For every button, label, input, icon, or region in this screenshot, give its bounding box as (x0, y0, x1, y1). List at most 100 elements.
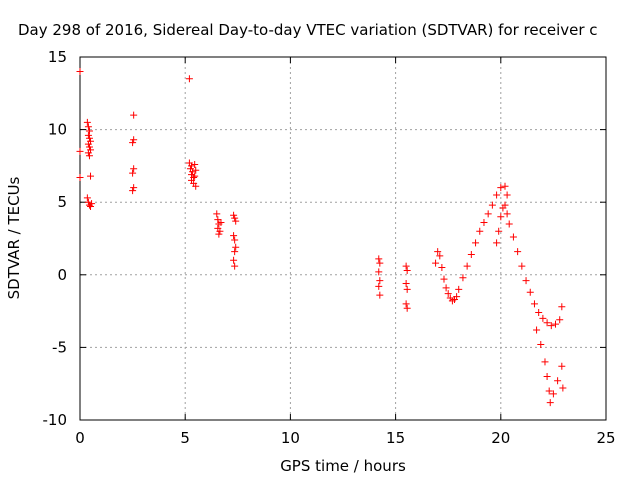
data-point (87, 203, 95, 211)
data-point (191, 172, 199, 180)
data-point (129, 169, 137, 177)
data-point (232, 243, 240, 251)
data-point (87, 172, 95, 180)
data-point (495, 227, 503, 235)
data-point (85, 134, 93, 142)
y-tick-label: -10 (43, 411, 68, 429)
x-tick-label: 25 (596, 429, 615, 447)
data-point (503, 191, 511, 199)
data-point (185, 75, 193, 83)
y-tick-label: 0 (57, 266, 67, 284)
data-point (232, 217, 240, 225)
y-tick-label: 15 (48, 48, 67, 66)
data-point (505, 220, 513, 228)
x-axis-label: GPS time / hours (280, 457, 406, 475)
data-point (403, 304, 411, 312)
y-tick-label: 5 (57, 193, 67, 211)
data-point (189, 168, 197, 176)
data-point (376, 277, 384, 285)
data-point (85, 143, 93, 151)
data-point (509, 233, 517, 241)
data-point (556, 316, 564, 324)
data-point (543, 372, 551, 380)
data-point (546, 399, 554, 407)
data-point (535, 309, 543, 317)
data-point (129, 187, 137, 195)
data-point (434, 248, 442, 256)
data-point (463, 262, 471, 270)
data-point (526, 288, 534, 296)
data-point (84, 140, 92, 148)
data-point (493, 239, 501, 247)
data-point (493, 191, 501, 199)
data-point (484, 210, 492, 218)
data-point (216, 227, 224, 235)
y-tick-label: -5 (52, 338, 67, 356)
data-point (375, 282, 383, 290)
data-point (467, 250, 475, 258)
data-point (440, 275, 448, 283)
x-tick-label: 5 (180, 429, 190, 447)
data-point (85, 152, 93, 160)
x-tick-label: 0 (75, 429, 85, 447)
data-point (559, 384, 567, 392)
plot-frame (79, 56, 607, 421)
y-axis-label: SDTVAR / TECUs (5, 176, 23, 299)
data-point (547, 322, 555, 330)
data-point (497, 213, 505, 221)
data-point (503, 210, 511, 218)
data-point (402, 262, 410, 270)
data-point (217, 219, 225, 227)
data-point (444, 290, 452, 298)
data-point (497, 184, 505, 192)
data-point (84, 149, 92, 157)
data-point (191, 160, 199, 168)
data-point (518, 262, 526, 270)
data-point (230, 232, 238, 240)
data-point (130, 136, 138, 144)
data-point (84, 198, 92, 206)
data-point (530, 300, 538, 308)
x-tick-label: 20 (491, 429, 510, 447)
data-point (480, 219, 488, 227)
data-point (130, 111, 138, 119)
data-point (558, 303, 566, 311)
data-point (545, 387, 553, 395)
data-point (537, 340, 545, 348)
data-point (83, 194, 91, 202)
data-point (501, 201, 509, 209)
data-point (192, 182, 200, 190)
data-point (76, 174, 84, 182)
y-tick-label: 10 (48, 121, 67, 139)
data-point (472, 239, 480, 247)
data-point (230, 211, 238, 219)
data-point (442, 284, 450, 292)
data-point (130, 165, 138, 173)
data-point (541, 358, 549, 366)
data-point (231, 214, 239, 222)
data-point (84, 131, 92, 139)
data-point (436, 252, 444, 260)
data-point (231, 262, 239, 270)
data-point (376, 291, 384, 299)
data-point (432, 259, 440, 267)
data-point (192, 166, 200, 174)
data-point (376, 259, 384, 267)
data-point (215, 230, 223, 238)
data-point (213, 210, 221, 218)
data-point (514, 248, 522, 256)
data-point (230, 256, 238, 264)
chart-title: Day 298 of 2016, Sidereal Day-to-day VTE… (18, 21, 598, 39)
data-point (214, 216, 222, 224)
data-point (558, 362, 566, 370)
data-point (83, 118, 91, 126)
data-points (76, 68, 567, 407)
data-point (539, 314, 547, 322)
data-point (403, 285, 411, 293)
data-point (88, 200, 96, 208)
data-point (85, 127, 93, 135)
x-tick-label: 15 (386, 429, 405, 447)
data-point (231, 236, 239, 244)
data-point (476, 227, 484, 235)
